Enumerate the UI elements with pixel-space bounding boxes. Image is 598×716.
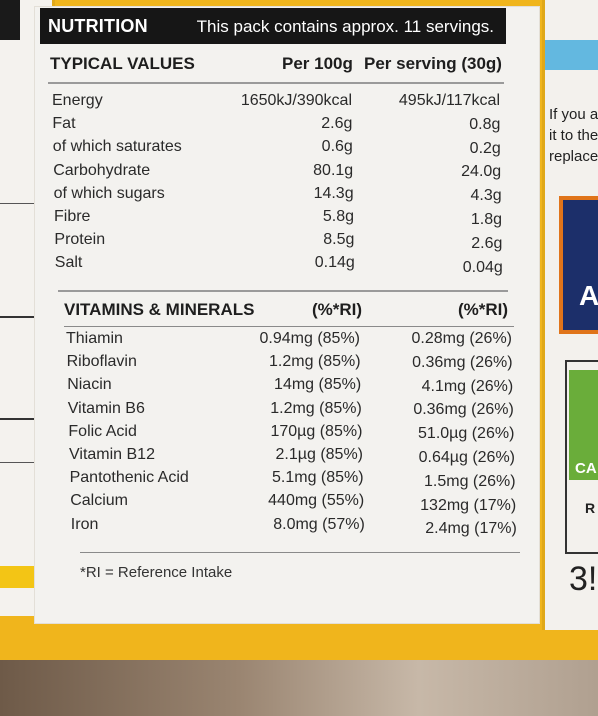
per-100g-value: 5.1mg (85%) [272,469,364,487]
row-label: Pantothenic Acid [69,469,189,487]
typical-divider [48,82,504,84]
left-divider [0,462,52,463]
brand-logo: A [559,196,598,334]
nutrition-panel: NUTRITION This pack contains approx. 11 … [34,6,540,624]
per-100g-value: 1.2mg (85%) [269,353,361,371]
per-100g-value: 14mg (85%) [274,376,362,394]
left-yellow-strip [0,566,38,588]
row-label: Folic Acid [68,422,137,440]
per-100g-value: 1650kJ/390kcal [240,92,352,109]
row-label: Fibre [54,208,91,225]
per-100g-value: 440mg (55%) [268,492,365,510]
row-label: of which saturates [52,138,182,156]
row-label: Calcium [70,492,128,510]
per-serving-value: 51.0µg (26%) [418,425,515,443]
section-divider [58,290,508,292]
right-cropped-text: If you a it to the replace [549,106,598,165]
per-100g-value: 8.0mg (57%) [273,515,365,533]
per-serving-value: 2.6g [471,234,503,252]
per-serving-value: 0.28mg (26%) [411,330,513,347]
ri-heading-serving: (%*RI) [458,300,509,319]
per-100g-value: 2.6g [321,115,353,133]
row-label: Iron [70,515,99,533]
per-serving-value: 2.4mg (17%) [425,520,517,538]
row-label: Fat [52,115,76,133]
nutrition-title: NUTRITION [48,16,148,36]
vitamins-heading: VITAMINS & MINERALS [64,300,255,319]
left-divider [0,203,52,204]
per-100g-value: 14.3g [313,184,354,202]
per-100g-value: 5.8g [322,208,354,225]
footnote-divider [80,552,520,553]
per-100g-value: 0.94mg (85%) [259,330,361,347]
per-serving-value: 1.5mg (26%) [424,472,516,490]
row-label: Thiamin [66,330,123,347]
ri-heading-100g: (%*RI) [312,300,363,319]
vitamins-divider [64,326,514,327]
background-surface [0,660,598,716]
right-blue-strip [545,40,598,70]
left-black-bar [0,0,20,40]
per-serving-heading: Per serving (30g) [364,54,502,73]
per-100g-value: 0.6g [321,138,353,156]
per-serving-value: 1.8g [470,211,502,228]
per-serving-value: 24.0g [461,163,502,181]
nutrition-header: NUTRITION This pack contains approx. 11 … [40,8,506,44]
row-label: Niacin [67,376,112,394]
per-100g-value: 170µg (85%) [270,422,363,440]
row-label: Vitamin B12 [69,446,155,463]
per-serving-value: 0.2g [469,139,501,157]
per-serving-value: 0.36mg (26%) [412,353,513,371]
footnote: *RI = Reference Intake [80,564,233,581]
per-100g-value: 8.5g [323,231,355,249]
row-label: Vitamin B6 [67,399,145,417]
right-side-panel: If you a it to the replace A CA R 3! [542,0,598,630]
per-100g-value: 1.2mg (85%) [270,399,362,417]
per-100g-value: 2.1µg (85%) [275,446,363,463]
per-serving-value: 4.1mg (26%) [421,377,514,395]
per-100g-value: 0.14g [314,254,355,272]
per-100g-heading: Per 100g [282,54,353,73]
per-100g-value: 80.1g [313,161,354,179]
per-serving-value: 0.8g [469,115,501,133]
row-label: Energy [52,92,103,109]
right-number: 3! [569,560,598,598]
per-serving-value: 0.04g [462,258,503,276]
row-label: Protein [54,231,106,249]
row-label: Carbohydrate [53,161,151,179]
per-serving-value: 0.36mg (26%) [413,401,514,419]
row-label: Salt [54,254,83,272]
per-serving-value: 495kJ/117kcal [398,92,500,109]
per-serving-value: 132mg (17%) [420,496,517,514]
green-badge: CA [569,370,598,480]
servings-note: This pack contains approx. 11 servings. [196,17,494,36]
per-serving-value: 0.64µg (26%) [418,449,515,466]
logo-letter: A [579,280,598,311]
row-label: Riboflavin [66,353,137,371]
right-frame: CA R [565,360,598,554]
typical-values-heading: TYPICAL VALUES [50,54,195,73]
row-label: of which sugars [53,184,165,202]
per-serving-value: 4.3g [470,187,502,205]
